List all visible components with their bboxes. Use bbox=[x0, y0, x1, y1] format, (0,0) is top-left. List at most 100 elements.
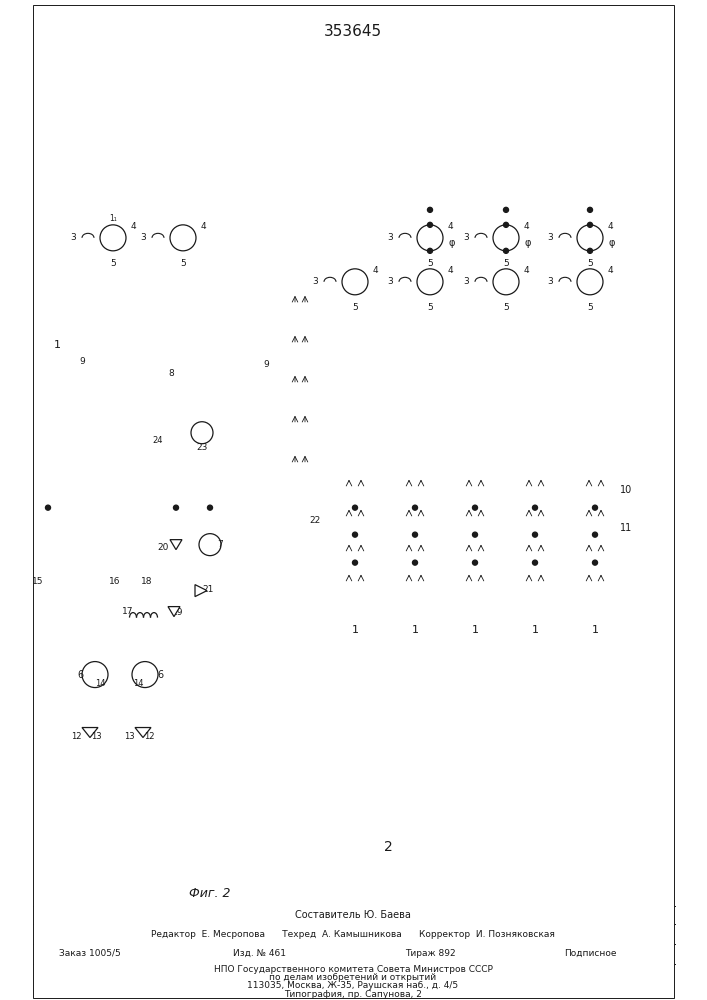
Text: 1: 1 bbox=[351, 625, 358, 635]
Circle shape bbox=[417, 269, 443, 295]
Text: 24: 24 bbox=[153, 436, 163, 445]
Text: 4: 4 bbox=[607, 222, 613, 231]
Circle shape bbox=[100, 225, 126, 251]
Text: 12: 12 bbox=[71, 732, 81, 741]
Circle shape bbox=[503, 248, 508, 253]
Bar bbox=[157, 572, 177, 592]
Bar bbox=[453, 600, 498, 660]
Circle shape bbox=[532, 532, 537, 537]
Circle shape bbox=[588, 222, 592, 227]
Text: 21: 21 bbox=[202, 585, 214, 594]
Circle shape bbox=[353, 505, 358, 510]
Text: 9: 9 bbox=[79, 357, 85, 366]
Bar bbox=[48, 572, 68, 592]
Text: 5: 5 bbox=[587, 259, 593, 268]
Bar bbox=[148, 229, 168, 247]
Bar bbox=[513, 600, 558, 660]
Text: НПО Государственного комитета Совета Министров СССР: НПО Государственного комитета Совета Мин… bbox=[214, 965, 493, 974]
Text: Тираж 892: Тираж 892 bbox=[404, 949, 455, 958]
Circle shape bbox=[588, 248, 592, 253]
Text: 14: 14 bbox=[95, 679, 105, 688]
Text: φ: φ bbox=[609, 238, 615, 248]
Text: 1: 1 bbox=[532, 625, 539, 635]
Circle shape bbox=[132, 662, 158, 688]
Bar bbox=[297, 512, 315, 530]
Text: 19: 19 bbox=[173, 608, 184, 617]
Polygon shape bbox=[135, 728, 151, 738]
Text: 7: 7 bbox=[217, 540, 223, 549]
Circle shape bbox=[503, 207, 508, 212]
Text: 11: 11 bbox=[620, 523, 632, 533]
Circle shape bbox=[592, 505, 597, 510]
Text: Редактор  Е. Месропова      Техред  А. Камышникова      Корректор  И. Позняковск: Редактор Е. Месропова Техред А. Камышник… bbox=[151, 930, 555, 939]
Circle shape bbox=[82, 662, 108, 688]
Text: 5: 5 bbox=[352, 303, 358, 312]
Bar bbox=[393, 600, 438, 660]
Circle shape bbox=[503, 222, 508, 227]
Polygon shape bbox=[170, 540, 182, 550]
Circle shape bbox=[45, 505, 50, 510]
Text: 18: 18 bbox=[141, 577, 152, 586]
Bar bbox=[608, 511, 645, 545]
Text: φ: φ bbox=[525, 238, 531, 248]
Circle shape bbox=[428, 207, 433, 212]
Bar bbox=[608, 471, 645, 508]
Text: 22: 22 bbox=[310, 516, 321, 525]
Text: 3: 3 bbox=[387, 233, 393, 242]
Text: 20: 20 bbox=[158, 543, 169, 552]
Circle shape bbox=[207, 505, 213, 510]
Circle shape bbox=[170, 225, 196, 251]
Text: 1: 1 bbox=[54, 340, 61, 350]
Circle shape bbox=[428, 248, 433, 253]
Circle shape bbox=[472, 532, 477, 537]
Text: Фиг. 2: Фиг. 2 bbox=[189, 887, 230, 900]
Text: по делам изобретений и открытий: по делам изобретений и открытий bbox=[269, 973, 436, 982]
Bar bbox=[471, 229, 491, 247]
Text: 3: 3 bbox=[312, 277, 318, 286]
Bar bbox=[333, 600, 378, 660]
Bar bbox=[395, 229, 415, 247]
Text: 5: 5 bbox=[110, 259, 116, 268]
Text: 4: 4 bbox=[523, 266, 529, 275]
Text: 3: 3 bbox=[463, 277, 469, 286]
Circle shape bbox=[493, 225, 519, 251]
Bar bbox=[320, 273, 340, 291]
Text: 6: 6 bbox=[77, 670, 83, 680]
Circle shape bbox=[412, 532, 418, 537]
Circle shape bbox=[592, 560, 597, 565]
Bar bbox=[168, 422, 186, 440]
Text: 353645: 353645 bbox=[324, 24, 382, 39]
Bar bbox=[50, 285, 305, 460]
Circle shape bbox=[428, 222, 433, 227]
Bar bbox=[573, 600, 618, 660]
Bar bbox=[162, 365, 180, 383]
Bar bbox=[395, 273, 415, 291]
Text: 17: 17 bbox=[122, 607, 134, 616]
Text: 12: 12 bbox=[144, 732, 154, 741]
Text: 6: 6 bbox=[157, 670, 163, 680]
Text: 4: 4 bbox=[523, 222, 529, 231]
Text: 3: 3 bbox=[70, 233, 76, 242]
Circle shape bbox=[588, 207, 592, 212]
Text: 16: 16 bbox=[108, 577, 120, 586]
Text: 4: 4 bbox=[200, 222, 206, 231]
Circle shape bbox=[191, 422, 213, 444]
Circle shape bbox=[493, 269, 519, 295]
Text: Подписное: Подписное bbox=[563, 949, 617, 958]
Text: 2: 2 bbox=[384, 840, 392, 854]
Text: 5: 5 bbox=[427, 303, 433, 312]
Circle shape bbox=[532, 560, 537, 565]
Text: 14: 14 bbox=[133, 679, 144, 688]
Circle shape bbox=[353, 532, 358, 537]
Text: 4: 4 bbox=[448, 222, 452, 231]
Text: 5: 5 bbox=[180, 259, 186, 268]
Text: 23: 23 bbox=[197, 443, 208, 452]
Text: 1: 1 bbox=[592, 625, 599, 635]
Text: 4: 4 bbox=[372, 266, 378, 275]
Text: Изд. № 461: Изд. № 461 bbox=[233, 949, 286, 958]
Circle shape bbox=[472, 560, 477, 565]
Text: 5: 5 bbox=[503, 303, 509, 312]
Circle shape bbox=[412, 560, 418, 565]
Text: 10: 10 bbox=[620, 485, 632, 495]
Text: 5: 5 bbox=[427, 259, 433, 268]
